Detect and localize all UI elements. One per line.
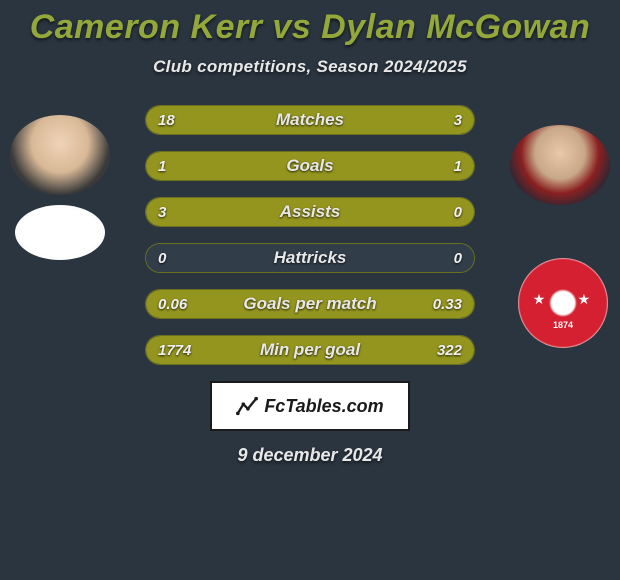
stat-row: 1Goals1: [145, 151, 475, 181]
stat-label: Matches: [146, 110, 474, 130]
club-badge-right: ★ ★ ★ 1874: [518, 258, 608, 348]
stat-row: 0.06Goals per match0.33: [145, 289, 475, 319]
page-title: Cameron Kerr vs Dylan McGowan: [0, 8, 620, 47]
stat-label: Goals: [146, 156, 474, 176]
stat-row: 3Assists0: [145, 197, 475, 227]
stat-label: Goals per match: [146, 294, 474, 314]
stat-value-right: 0: [454, 250, 462, 267]
avatar-face-icon: [10, 115, 110, 195]
comparison-card: Cameron Kerr vs Dylan McGowan Club compe…: [0, 0, 620, 466]
stat-label: Hattricks: [146, 248, 474, 268]
badge-year: 1874: [553, 320, 573, 330]
stats-list: 18Matches31Goals13Assists00Hattricks00.0…: [145, 105, 475, 365]
stat-value-right: 3: [454, 112, 462, 129]
stat-row: 18Matches3: [145, 105, 475, 135]
source-logo: FcTables.com: [210, 381, 410, 431]
stat-value-right: 1: [454, 158, 462, 175]
stat-row: 0Hattricks0: [145, 243, 475, 273]
stat-row: 1774Min per goal322: [145, 335, 475, 365]
chart-icon: [236, 395, 258, 417]
date-text: 9 december 2024: [0, 445, 620, 466]
stat-value-right: 322: [437, 342, 462, 359]
stat-label: Min per goal: [146, 340, 474, 360]
logo-text: FcTables.com: [264, 396, 383, 417]
avatar-face-icon: [510, 125, 610, 205]
player-right-avatar: [510, 125, 610, 205]
stat-value-right: 0: [454, 204, 462, 221]
club-badge-left: [15, 205, 105, 260]
stat-value-right: 0.33: [433, 296, 462, 313]
subtitle: Club competitions, Season 2024/2025: [0, 57, 620, 77]
player-left-avatar: [10, 115, 110, 195]
stat-label: Assists: [146, 202, 474, 222]
star-icon: ★ ★ ★: [533, 291, 593, 308]
